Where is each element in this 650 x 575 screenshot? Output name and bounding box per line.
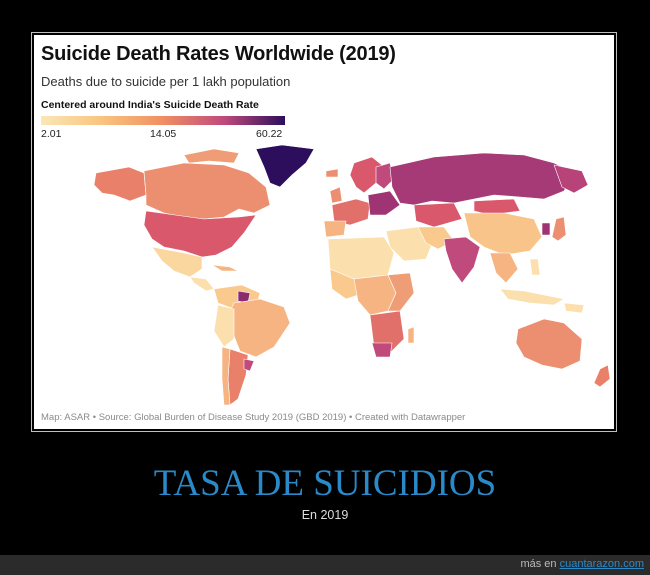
region-iceland	[325, 168, 339, 178]
legend-tick-min: 2.01	[41, 128, 62, 140]
region-canada-arctic	[183, 148, 240, 164]
region-peru-bolivia	[213, 304, 235, 348]
region-new-zealand	[593, 364, 611, 388]
region-greenland	[255, 144, 315, 188]
map-source: Map: ASAR • Source: Global Burden of Dis…	[41, 412, 466, 423]
region-uk	[329, 186, 343, 204]
region-canada	[143, 162, 271, 220]
caption-title: TASA DE SUICIDIOS	[153, 463, 497, 504]
footer-site-link[interactable]: cuantarazon.com	[559, 558, 644, 570]
region-uruguay	[243, 358, 255, 372]
region-kazakhstan	[413, 202, 463, 228]
region-chile	[221, 346, 231, 406]
legend-tick-max: 60.22	[256, 128, 283, 140]
map-frame: Suicide Death Rates Worldwide (2019) Dea…	[31, 32, 617, 432]
region-indonesia	[499, 288, 565, 306]
region-alaska	[93, 166, 147, 202]
region-usa	[143, 210, 257, 258]
region-finland	[375, 162, 395, 190]
caption-subtitle: En 2019	[301, 508, 349, 522]
region-mexico	[151, 246, 203, 278]
region-japan	[551, 216, 567, 242]
region-caribbean	[211, 264, 239, 272]
world-choropleth-map	[93, 144, 611, 406]
region-madagascar	[407, 326, 415, 344]
region-east-russia	[553, 164, 589, 194]
region-central-america	[189, 276, 215, 292]
region-argentina	[227, 348, 249, 406]
region-china	[463, 212, 543, 256]
region-papua-new-guinea	[563, 302, 585, 314]
region-south-africa	[371, 342, 393, 358]
footer-bar: más en cuantarazon.com	[0, 555, 650, 575]
region-mongolia	[473, 198, 521, 216]
region-scandinavia	[349, 156, 383, 194]
footer-credit: más en cuantarazon.com	[520, 558, 644, 570]
region-eastern-europe	[367, 190, 401, 216]
region-australia	[515, 318, 583, 370]
region-iberia	[323, 220, 347, 238]
region-india	[443, 236, 481, 284]
legend-color-scale	[41, 116, 285, 125]
region-russia	[389, 152, 575, 206]
region-brazil	[227, 298, 291, 358]
region-philippines	[529, 258, 541, 276]
region-west-africa	[329, 268, 365, 300]
footer-prefix: más en	[520, 558, 557, 570]
map-card: Suicide Death Rates Worldwide (2019) Dea…	[34, 35, 614, 429]
map-title: Suicide Death Rates Worldwide (2019)	[41, 43, 396, 65]
legend-tick-mid: 14.05	[150, 128, 177, 140]
region-southeast-asia	[489, 252, 519, 284]
legend-title: Centered around India's Suicide Death Ra…	[41, 99, 259, 111]
map-subtitle: Deaths due to suicide per 1 lakh populat…	[41, 74, 291, 89]
region-korea	[541, 222, 551, 236]
